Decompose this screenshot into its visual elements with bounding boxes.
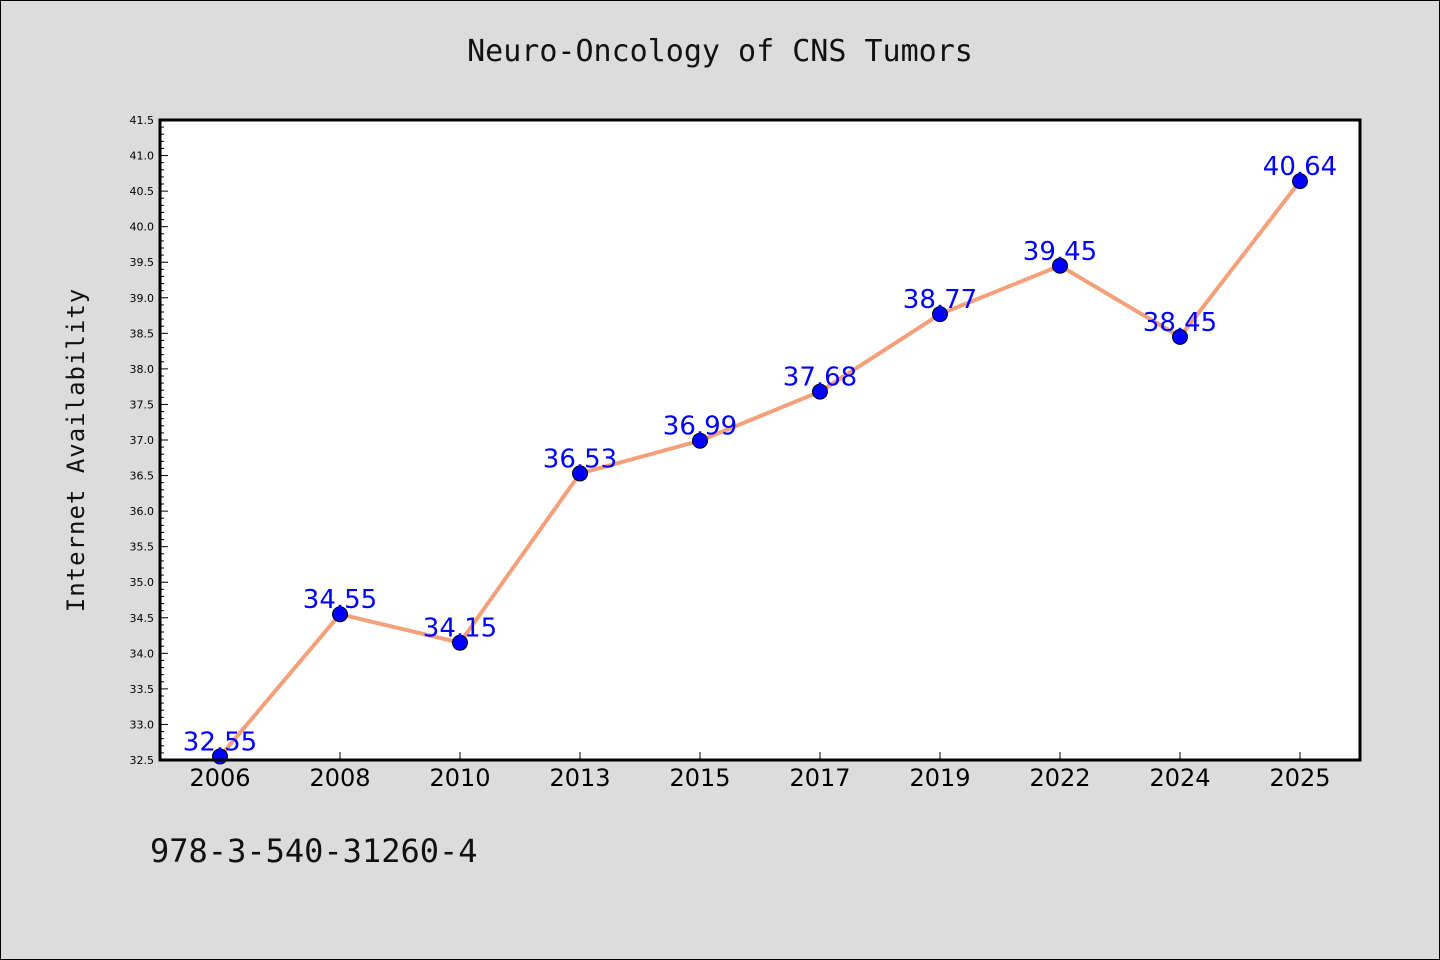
data-point [452,634,468,651]
plot-border [158,118,1362,762]
x-tick-label: 2025 [1269,764,1330,792]
data-value-label: 36.99 [663,412,737,442]
x-tick-label: 2022 [1029,764,1090,792]
x-axis-ticks: 2006 2008 2010 2013 2015 2017 2019 2022 2024 2025 [189,752,1331,792]
data-value-label: 36.53 [543,444,617,474]
x-tick-label: 2006 [189,764,250,792]
y-axis-label: Internet Availability [62,288,90,612]
data-point [692,432,708,449]
y-tick-label: 34.5 [130,612,155,625]
y-tick-label: 41.0 [130,150,155,163]
y-tick-label: 37.5 [130,398,155,411]
series-line [218,179,1302,758]
y-tick-label: 33.0 [130,718,155,731]
data-point [572,465,588,482]
chart-title: Neuro-Oncology of CNS Tumors [467,34,973,69]
x-tick-label: 2017 [789,764,850,792]
data-value-label: 38.77 [903,285,977,315]
y-tick-label: 38.0 [130,363,155,376]
data-point [932,306,948,323]
isbn-footnote: 978-3-540-31260-4 [150,832,478,870]
data-point [1172,328,1188,345]
y-tick-label: 34.0 [130,647,155,660]
data-value-label: 37.68 [783,363,857,393]
y-tick-label: 35.5 [130,541,155,554]
data-labels: 32.55 34.55 34.15 36.53 36.99 37.68 38.77 39.45… [183,152,1337,757]
data-value-label: 34.15 [423,614,497,644]
x-tick-label: 2019 [909,764,970,792]
x-tick-label: 2015 [669,764,730,792]
y-tick-label: 39.5 [130,256,155,269]
y-tick-label: 32.5 [130,754,155,767]
x-tick-label: 2010 [429,764,490,792]
x-tick-label: 2013 [549,764,610,792]
data-value-label: 40.64 [1263,152,1337,182]
data-point [1052,257,1068,274]
data-value-label: 38.45 [1143,308,1217,338]
y-axis-ticks: 32.5 33.0 33.5 34.0 34.5 35.0 35.5 36.0 36.5 37.0… [130,114,168,767]
y-tick-label: 35.0 [130,576,155,589]
y-tick-label: 33.5 [130,683,155,696]
data-point [812,383,828,400]
y-tick-label: 36.0 [130,505,155,518]
x-tick-label: 2024 [1149,764,1210,792]
y-tick-label: 40.0 [130,221,155,234]
data-value-label: 34.55 [303,585,377,615]
data-value-label: 32.55 [183,727,257,757]
data-point [1292,173,1308,190]
plot-area [160,120,1360,760]
data-markers [212,173,1308,765]
y-tick-label: 40.5 [130,185,155,198]
y-tick-label: 37.0 [130,434,155,447]
data-point [332,606,348,623]
data-value-label: 39.45 [1023,237,1097,267]
y-tick-label: 38.5 [130,327,155,340]
x-tick-label: 2008 [309,764,370,792]
y-tick-label: 41.5 [130,114,155,127]
y-tick-label: 39.0 [130,292,155,305]
y-tick-label: 36.5 [130,470,155,483]
